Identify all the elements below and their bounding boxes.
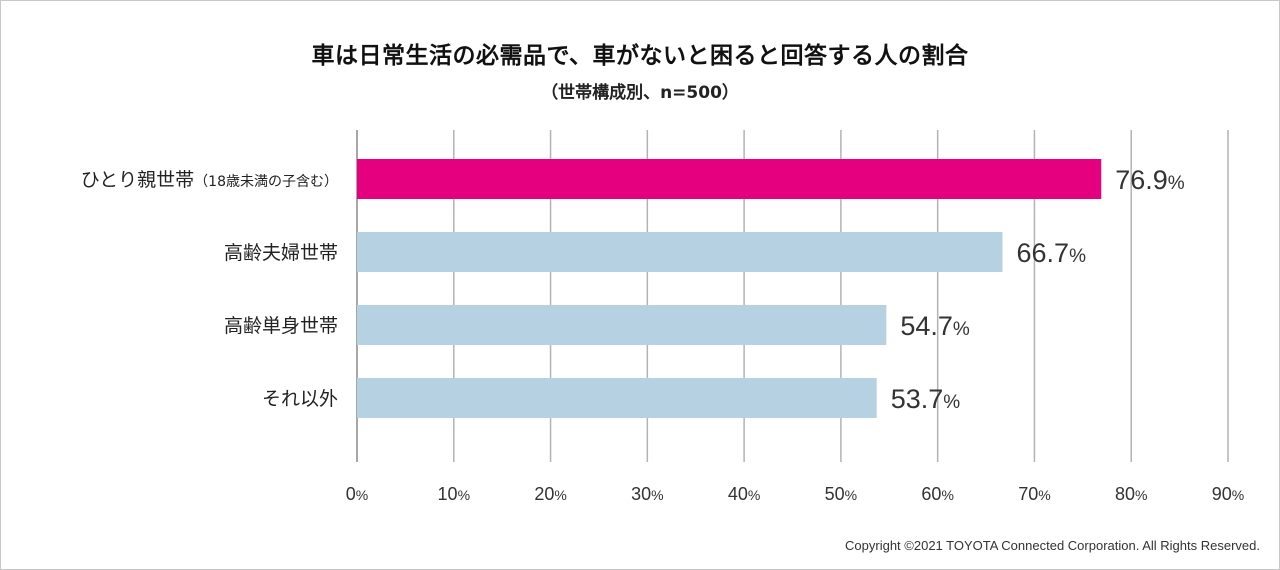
category-label-3: 高齢単身世帯 <box>224 315 338 337</box>
x-tick-label-50: 50% <box>825 484 857 504</box>
x-tick-label-80: 80% <box>1115 484 1147 504</box>
x-tick-label-30: 30% <box>631 484 663 504</box>
x-tick-label-70: 70% <box>1018 484 1050 504</box>
bar-3 <box>357 305 887 345</box>
value-label-2: 66.7% <box>1017 238 1087 268</box>
x-tick-label-20: 20% <box>534 484 566 504</box>
category-label-4: それ以外 <box>262 388 338 410</box>
value-label-1: 76.9% <box>1115 165 1185 195</box>
chart-subtitle: （世帯構成別、n=500） <box>541 83 739 103</box>
x-tick-label-90: 90% <box>1212 484 1244 504</box>
category-label-2: 高齢夫婦世帯 <box>224 242 338 264</box>
value-label-3: 54.7% <box>900 311 970 341</box>
bar-1 <box>357 159 1102 199</box>
x-tick-label-0: 0% <box>346 484 368 504</box>
x-tick-label-10: 10% <box>438 484 470 504</box>
x-tick-label-60: 60% <box>921 484 953 504</box>
copyright-text: Copyright ©2021 TOYOTA Connected Corpora… <box>845 538 1260 553</box>
chart-title: 車は日常生活の必需品で、車がないと困ると回答する人の割合 <box>311 43 969 69</box>
value-label-4: 53.7% <box>891 384 961 414</box>
bar-4 <box>357 378 877 418</box>
bar-2 <box>357 232 1003 272</box>
x-tick-label-40: 40% <box>728 484 760 504</box>
category-label-1: ひとり親世帯（18歳未満の子含む） <box>81 169 338 191</box>
